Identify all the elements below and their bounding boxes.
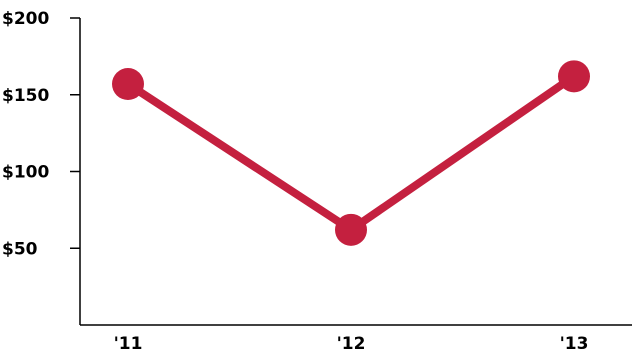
x-axis-ticks: '11 '12 '13 [114, 334, 589, 349]
y-tick-label: $150 [2, 86, 49, 106]
x-tick-label: '12 [337, 334, 366, 349]
x-tick-label: '11 [114, 334, 143, 349]
y-tick-label: $100 [2, 163, 49, 183]
axes [79, 18, 632, 326]
data-point [112, 68, 144, 101]
y-tick-label: $200 [2, 9, 49, 29]
y-axis-ticks: $50 $100 $150 $200 [2, 9, 80, 259]
data-point [335, 213, 367, 246]
data-point [558, 60, 590, 93]
series-line [124, 72, 578, 234]
data-series [112, 60, 590, 246]
x-tick-label: '13 [560, 334, 589, 349]
y-tick-label: $50 [2, 239, 38, 259]
